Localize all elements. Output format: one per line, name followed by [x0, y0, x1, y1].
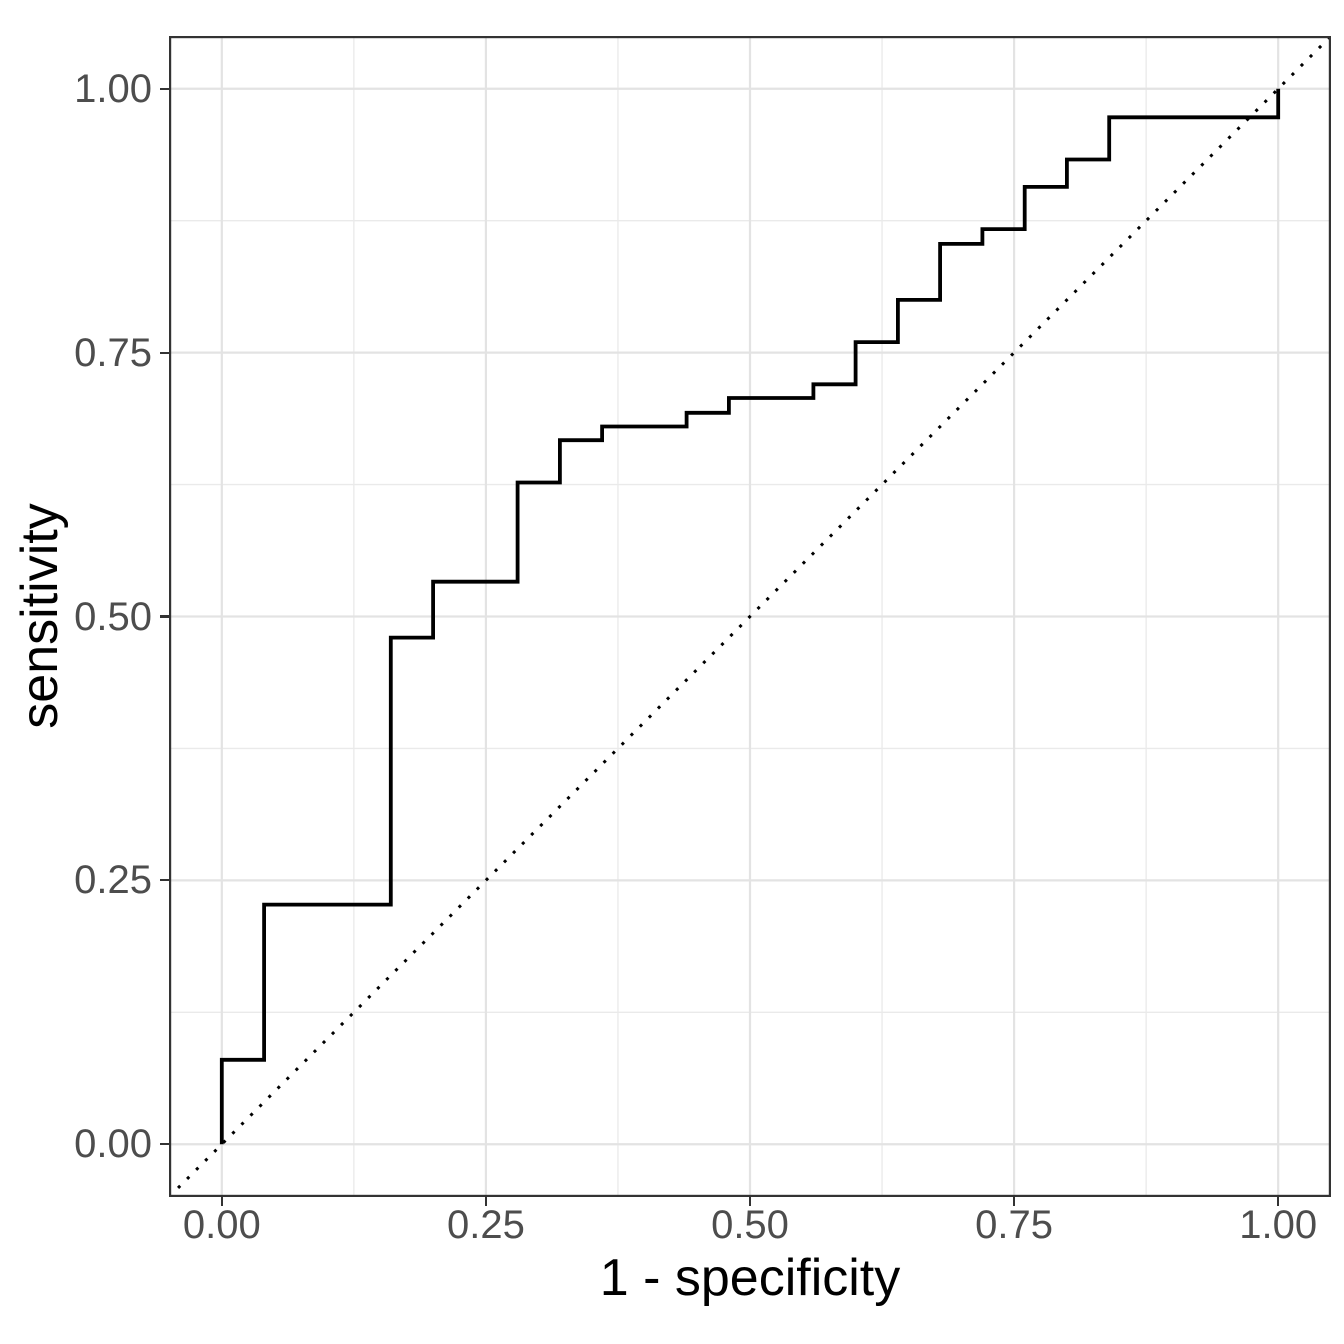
y-tick-mark [160, 1143, 169, 1146]
x-tick-label: 0.50 [711, 1203, 789, 1247]
y-tick-mark [160, 351, 169, 354]
y-tick-label: 0.00 [74, 1122, 152, 1167]
panel-border [169, 36, 1331, 1197]
x-tick-mark [484, 1197, 487, 1206]
x-tick-label: 0.00 [182, 1203, 261, 1247]
x-tick-label: 0.75 [975, 1203, 1054, 1247]
x-tick-mark [220, 1197, 223, 1206]
chance-diagonal-line [169, 36, 1331, 1197]
y-tick-mark [160, 87, 169, 90]
x-axis-title: 1 - specificity [599, 1249, 901, 1307]
plot-panel [169, 36, 1331, 1197]
y-tick-mark [160, 879, 169, 882]
y-tick-mark [160, 615, 169, 618]
roc-step-path [219, 88, 1281, 1145]
x-tick-label: 1.00 [1239, 1203, 1318, 1247]
y-axis-title: sensitivity [11, 503, 69, 729]
x-tick-mark [1013, 1197, 1016, 1206]
roc-curve-line [219, 88, 1281, 1145]
y-tick-label: 1.00 [74, 66, 152, 111]
x-tick-label: 0.25 [446, 1203, 525, 1247]
chance-diagonal [169, 36, 1331, 1197]
x-tick-mark [1277, 1197, 1280, 1206]
y-tick-label: 0.25 [74, 858, 152, 903]
y-tick-label: 0.75 [74, 330, 152, 375]
x-tick-mark [748, 1197, 752, 1206]
y-tick-label: 0.50 [74, 594, 152, 639]
